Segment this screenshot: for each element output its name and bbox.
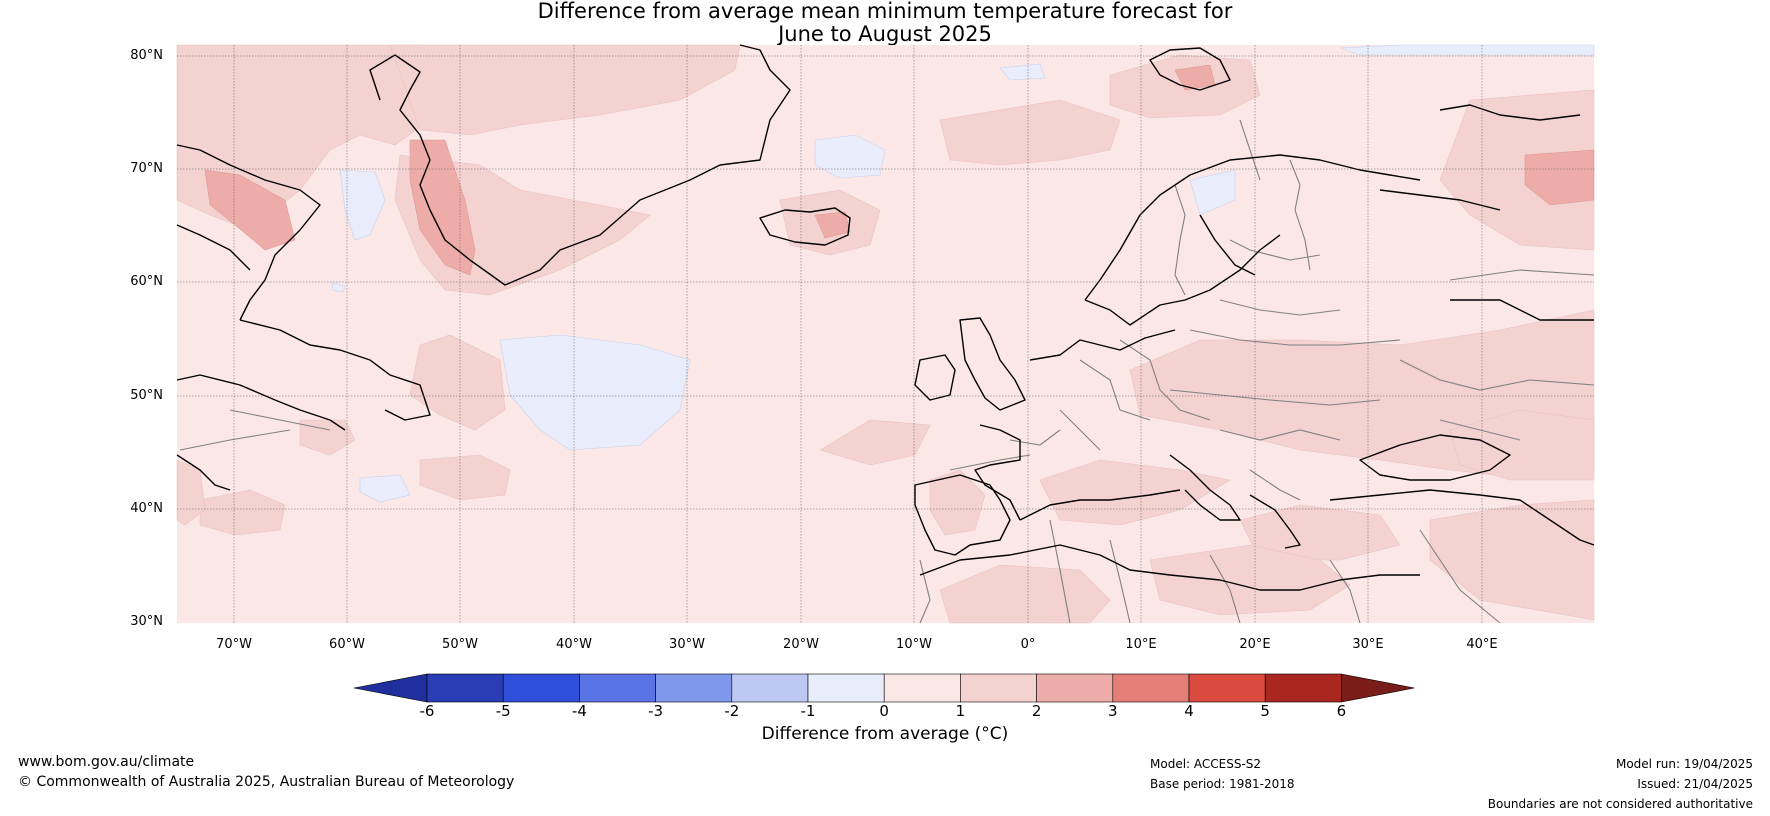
colorbar-tick-label: 4 xyxy=(1184,702,1194,720)
footer-disclaimer: Boundaries are not considered authoritat… xyxy=(1487,797,1753,811)
colorbar-tick-label: -6 xyxy=(419,702,435,720)
colorbar-segment xyxy=(426,673,504,703)
colorbar-extend-high xyxy=(1341,673,1415,703)
anomaly-1-2-regions xyxy=(176,44,1595,624)
colorbar-segment xyxy=(883,673,961,703)
country-borders xyxy=(179,119,1595,624)
colorbar-label: Difference from average (°C) xyxy=(761,724,1009,744)
map-title: Difference from average mean minimum tem… xyxy=(0,0,1770,46)
colorbar-tick-label: -2 xyxy=(724,702,740,720)
lon-label-40e: 40°E xyxy=(1466,637,1498,652)
colorbar-tick-label: 3 xyxy=(1108,702,1118,720)
footer-copyright: © Commonwealth of Australia 2025, Austra… xyxy=(18,774,515,790)
footer-url: www.bom.gov.au/climate xyxy=(18,754,195,770)
lon-label-30e: 30°E xyxy=(1352,637,1384,652)
colorbar-segment xyxy=(1036,673,1114,703)
lat-label-50n: 50°N xyxy=(130,388,163,403)
colorbar-extend-low xyxy=(353,673,428,703)
lon-label-10w: 10°W xyxy=(896,637,932,652)
gridlines xyxy=(177,45,1594,623)
lon-label-70w: 70°W xyxy=(216,637,252,652)
footer-model-run: Model run: 19/04/2025 xyxy=(1615,757,1753,771)
colorbar-segment xyxy=(502,673,580,703)
lon-label-60w: 60°W xyxy=(329,637,365,652)
colorbar-tick-label: -1 xyxy=(800,702,816,720)
lon-label-10e: 10°E xyxy=(1125,637,1157,652)
colorbar-segment xyxy=(731,673,809,703)
lon-label-40w: 40°W xyxy=(556,637,592,652)
lat-label-60n: 60°N xyxy=(130,274,163,289)
colorbar-tick-label: 5 xyxy=(1260,702,1270,720)
colorbar-segment xyxy=(579,673,656,703)
coastlines xyxy=(176,44,1595,591)
lat-label-80n: 80°N xyxy=(130,48,163,63)
lon-label-20w: 20°W xyxy=(783,637,819,652)
title-line-2: June to August 2025 xyxy=(778,22,992,46)
colorbar-segment xyxy=(960,673,1037,703)
colorbar-segment xyxy=(1188,673,1266,703)
colorbar-segment xyxy=(1112,673,1190,703)
lat-label-40n: 40°N xyxy=(130,501,163,516)
colorbar-tick-label: -5 xyxy=(495,702,511,720)
colorbar-tick-label: 2 xyxy=(1031,702,1042,720)
lon-label-0: 0° xyxy=(1020,637,1036,652)
footer-model: Model: ACCESS-S2 xyxy=(1150,757,1262,771)
colorbar-tick-label: -3 xyxy=(648,702,664,720)
lon-label-30w: 30°W xyxy=(669,637,705,652)
anomaly-neg1-0-regions xyxy=(331,44,1595,503)
colorbar-tick-label: 1 xyxy=(955,702,966,720)
footer-base-period: Base period: 1981-2018 xyxy=(1150,777,1295,791)
colorbar-tick-label: 6 xyxy=(1336,702,1347,720)
lat-label-70n: 70°N xyxy=(130,161,163,176)
colorbar-segment xyxy=(807,673,885,703)
colorbar xyxy=(353,673,1415,703)
anomaly-2-3-regions xyxy=(204,64,1595,276)
colorbar-segment xyxy=(655,673,733,703)
colorbar-segment xyxy=(1264,673,1342,703)
lon-label-20e: 20°E xyxy=(1239,637,1271,652)
footer-issued: Issued: 21/04/2025 xyxy=(1637,777,1753,791)
title-line-1: Difference from average mean minimum tem… xyxy=(537,0,1233,23)
lon-label-50w: 50°W xyxy=(442,637,478,652)
colorbar-tick-label: 0 xyxy=(879,702,889,720)
colorbar-tick-label: -4 xyxy=(571,702,587,720)
lat-label-30n: 30°N xyxy=(130,614,163,629)
